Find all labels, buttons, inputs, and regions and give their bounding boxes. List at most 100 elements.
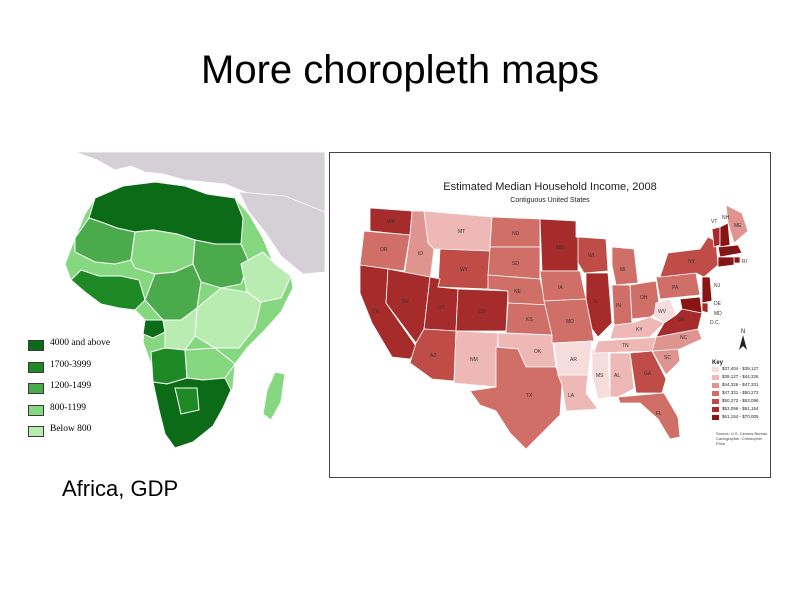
state-label: AZ	[430, 353, 436, 359]
legend-item: 1200-1499	[28, 380, 148, 402]
state-label: CO	[478, 309, 486, 315]
state-label: UT	[438, 305, 445, 311]
state-label: WI	[588, 253, 594, 259]
southern-africa-region	[152, 377, 232, 449]
state-label: SD	[512, 261, 519, 267]
state-label: ND	[512, 231, 520, 237]
state-label: NE	[514, 289, 522, 295]
state-label: FL	[656, 411, 662, 417]
state-label: SC	[664, 355, 671, 361]
legend-swatch	[28, 404, 44, 416]
key-item: $37,404 - $39,127	[712, 366, 772, 374]
key-item: $44,326 - $47,331	[712, 382, 772, 390]
state-me	[725, 204, 749, 244]
key-label: $44,326 - $47,331	[722, 382, 759, 387]
key-swatch	[712, 415, 719, 420]
state-label: LA	[568, 393, 575, 399]
state-label: RI	[742, 259, 747, 265]
state-label: AR	[570, 357, 577, 363]
key-label: $61,154 - $70,005	[722, 414, 759, 419]
congo-region	[162, 306, 198, 351]
key-swatch	[712, 407, 719, 412]
key-item: $53,096 - $61,154	[712, 406, 772, 414]
legend-item: 4000 and above	[28, 337, 148, 359]
key-swatch	[712, 399, 719, 404]
botswana-region	[174, 387, 200, 415]
state-wi	[577, 236, 609, 274]
state-al	[609, 352, 635, 398]
state-label: TN	[622, 343, 629, 349]
madagascar-region	[262, 371, 286, 421]
state-la	[557, 374, 599, 412]
north-arrow-icon: N	[739, 329, 747, 350]
key-title: Key	[712, 360, 724, 366]
state-tx	[469, 346, 563, 450]
africa-caption: Africa, GDP	[62, 476, 179, 501]
state-label: NV	[402, 299, 410, 305]
state-ga	[629, 350, 667, 394]
state-label: WY	[460, 267, 469, 273]
state-label: CA	[372, 309, 380, 315]
legend-label: 1700-3999	[50, 359, 92, 370]
state-label: WV	[658, 309, 667, 315]
state-label: NC	[680, 335, 688, 341]
key-label: $37,404 - $39,127	[722, 366, 759, 371]
middle-east-land	[238, 191, 325, 275]
state-label: MO	[566, 319, 574, 325]
state-label: KY	[636, 327, 643, 333]
us-income-map-frame: Estimated Median Household Income, 2008 …	[329, 152, 771, 478]
state-ma	[717, 244, 743, 258]
us-income-map: WA OR CA ID NV MT WY UT AZ CO NM ND SD N…	[359, 204, 749, 450]
key-swatch	[712, 391, 719, 396]
state-ia	[539, 270, 587, 302]
state-label: MI	[620, 267, 626, 273]
state-fl	[617, 392, 681, 440]
state-label: VA	[678, 317, 685, 323]
key-label: $50,272 - $53,096	[722, 398, 759, 403]
key-swatch	[712, 367, 719, 372]
legend-label: 1200-1499	[50, 381, 92, 391]
state-label: MA	[726, 249, 734, 255]
state-de	[701, 302, 709, 314]
africa-gdp-map	[64, 152, 325, 449]
us-map-source: Source: U.S. Census Bureau Cartographer:…	[716, 431, 772, 446]
source-line: Source: U.S. Census Bureau	[716, 431, 768, 436]
key-item: $47,331 - $50,272	[712, 390, 772, 398]
state-label: GA	[644, 371, 652, 377]
state-label: NY	[688, 259, 696, 265]
state-label: NM	[470, 357, 478, 363]
svg-text:N: N	[741, 329, 745, 335]
state-label: MS	[596, 373, 604, 379]
state-label: AL	[614, 373, 620, 379]
state-md	[679, 296, 703, 314]
state-nh	[719, 222, 731, 248]
key-item: $50,272 - $53,096	[712, 398, 772, 406]
mid-north-region	[74, 217, 136, 265]
state-mi	[611, 246, 639, 286]
state-label: NJ	[714, 283, 721, 289]
state-label: VT	[711, 219, 717, 225]
state-label: DE	[714, 301, 722, 307]
us-map-subtitle: Contiguous United States	[510, 197, 590, 204]
state-ri	[733, 256, 741, 264]
legend-swatch	[28, 340, 44, 351]
legend-swatch	[28, 383, 44, 394]
state-label: MN	[556, 245, 564, 251]
state-label: ID	[418, 251, 423, 257]
key-label: $39,127 - $44,326	[722, 374, 759, 379]
us-map-key: Key $37,404 - $39,127 $39,127 - $44,326 …	[712, 360, 772, 422]
state-label: ME	[734, 223, 742, 229]
state-label: D.C.	[710, 320, 720, 326]
gabon-region	[142, 319, 166, 339]
state-label: CT	[722, 261, 729, 267]
angola-region	[150, 347, 188, 385]
legend-swatch	[28, 361, 44, 373]
state-il	[585, 272, 613, 338]
state-label: OK	[534, 349, 542, 355]
state-label: MT	[458, 229, 465, 235]
state-label: TX	[526, 393, 533, 399]
state-label: IN	[616, 303, 621, 309]
slide-title: More choropleth maps	[201, 48, 599, 92]
key-label: $47,331 - $50,272	[722, 390, 759, 395]
state-ny	[659, 236, 719, 278]
